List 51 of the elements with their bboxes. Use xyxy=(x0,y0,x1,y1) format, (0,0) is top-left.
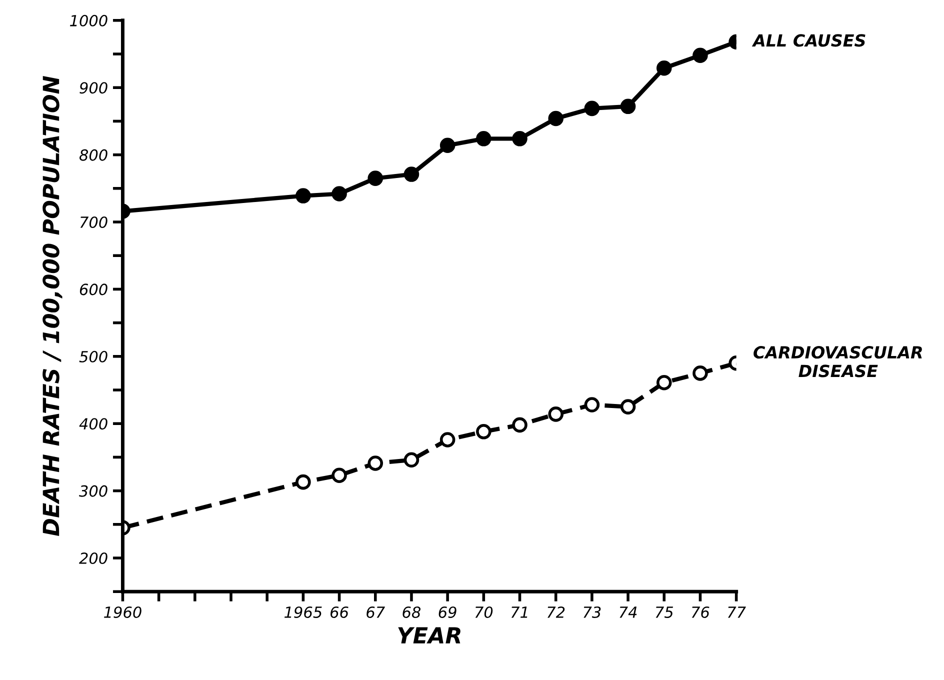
y-tick-label: 400 xyxy=(79,418,108,430)
point xyxy=(584,397,600,412)
x-tick-label: 1960 xyxy=(104,606,142,618)
y-axis-title: DEATH RATES / 100,000 POPULATION xyxy=(42,76,62,536)
point xyxy=(620,98,636,114)
point xyxy=(512,131,528,146)
x-tick-label: 67 xyxy=(366,606,385,618)
point xyxy=(620,399,636,414)
x-tick-label: 76 xyxy=(692,606,710,618)
x-tick-label: 74 xyxy=(620,606,637,618)
point xyxy=(548,110,564,126)
point xyxy=(692,366,708,381)
x-tick-label: 66 xyxy=(330,606,348,618)
x-tick-label: 69 xyxy=(438,606,456,618)
series-label: CARDIOVASCULAR DISEASE xyxy=(754,346,922,378)
point xyxy=(440,138,456,154)
x-tick-label: 68 xyxy=(402,606,421,618)
x-tick-label: 73 xyxy=(584,606,601,618)
point xyxy=(692,48,708,63)
point xyxy=(404,452,420,468)
point xyxy=(332,186,347,202)
point xyxy=(548,406,564,422)
point xyxy=(476,424,492,440)
x-tick-label: 1965 xyxy=(284,606,322,618)
y-tick-label: 700 xyxy=(80,216,108,228)
y-tick-label: 200 xyxy=(79,552,108,564)
point xyxy=(656,374,672,390)
x-tick-label: 77 xyxy=(728,606,746,618)
x-tick-label: 75 xyxy=(656,606,674,618)
x-tick-label: 72 xyxy=(548,606,565,618)
y-tick-label: 800 xyxy=(79,149,108,161)
series-label: ALL CAUSES xyxy=(752,34,866,47)
point xyxy=(296,188,311,204)
point xyxy=(476,131,492,146)
y-tick-label: 600 xyxy=(80,284,108,296)
y-tick-label: 500 xyxy=(79,350,108,362)
point xyxy=(296,474,311,490)
x-axis-title: YEAR xyxy=(398,627,460,644)
point xyxy=(512,417,528,433)
point xyxy=(584,100,600,116)
x-tick-label: 71 xyxy=(511,606,528,618)
point xyxy=(404,166,420,182)
y-tick-label: 300 xyxy=(79,485,108,497)
point xyxy=(440,432,456,448)
x-tick-label: 70 xyxy=(475,606,493,618)
point xyxy=(368,456,384,471)
point xyxy=(368,170,384,186)
point xyxy=(656,60,672,76)
point xyxy=(332,468,347,483)
y-tick-label: 900 xyxy=(80,82,108,94)
y-tick-label: 1000 xyxy=(70,14,108,26)
